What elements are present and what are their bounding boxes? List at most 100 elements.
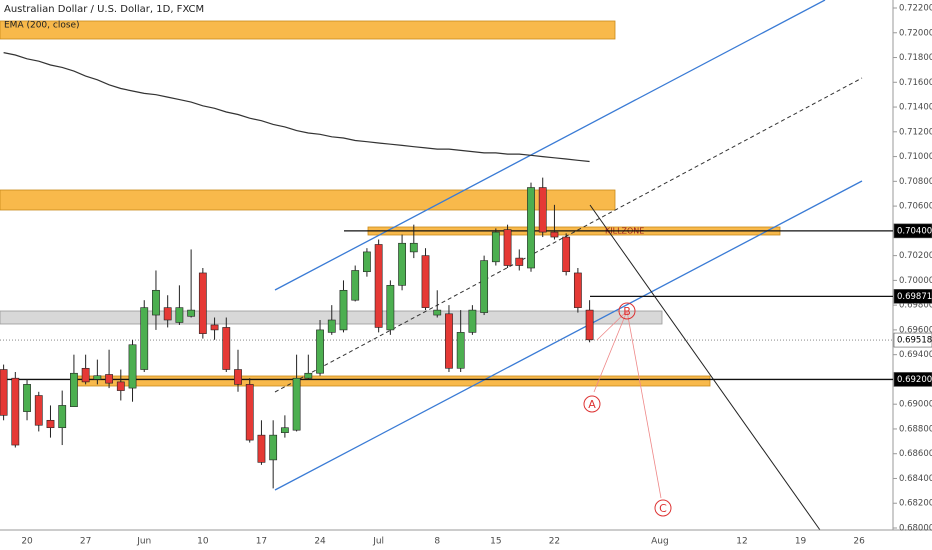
price-label-box <box>893 289 932 304</box>
candle-body <box>198 272 207 334</box>
chart-title: Australian Dollar / U.S. Dollar, 1D, FXC… <box>4 4 204 15</box>
candle-body <box>468 309 477 333</box>
wave-label: A <box>588 398 596 411</box>
y-tick-label: 0.72200 <box>899 4 932 14</box>
price-label-box <box>893 332 932 348</box>
candle-body <box>409 242 418 253</box>
candle-body <box>515 257 524 266</box>
y-tick-label: 0.68800 <box>899 424 932 434</box>
y-tick-label: 0.71000 <box>899 152 932 162</box>
y-tick-label: 0.71600 <box>899 78 932 88</box>
wave-marker <box>583 395 601 413</box>
candle-body <box>163 307 172 321</box>
wave-label: C <box>659 502 667 515</box>
price-label: 0.69518 <box>897 336 932 346</box>
candle-body <box>11 377 20 446</box>
candle-body <box>304 372 313 379</box>
x-tick-label: Jul <box>372 537 384 547</box>
y-tick-label: 0.69000 <box>899 400 932 410</box>
y-tick-label: 0.68200 <box>899 499 932 509</box>
wave-label: B <box>623 305 631 318</box>
y-tick-label: 0.70000 <box>899 276 932 286</box>
candle-body <box>0 369 8 416</box>
price-label: 0.69200 <box>897 375 932 385</box>
candle-body <box>573 272 582 308</box>
wave-marker <box>618 302 636 320</box>
x-tick-label: 8 <box>434 537 440 547</box>
y-tick-label: 0.69400 <box>899 350 932 360</box>
candle-body <box>269 434 278 461</box>
price-label: 0.69871 <box>897 292 932 302</box>
candle-body <box>70 372 78 407</box>
y-tick-label: 0.71800 <box>899 53 932 63</box>
candle-body <box>386 285 395 331</box>
x-tick-label: 26 <box>853 537 865 547</box>
candle-body <box>140 307 149 370</box>
x-tick-label: Jun <box>136 537 151 547</box>
y-tick-label: 0.70200 <box>899 251 932 261</box>
x-tick-label: 19 <box>795 537 807 547</box>
candle-body <box>93 375 102 380</box>
candle-body <box>175 307 184 323</box>
x-tick-label: 24 <box>314 537 326 547</box>
candle-body <box>445 313 453 369</box>
y-tick-label: 0.70600 <box>899 202 932 212</box>
x-tick-label: 17 <box>256 537 267 547</box>
wave-marker <box>654 499 672 517</box>
x-tick-label: 27 <box>80 537 91 547</box>
candle-body <box>562 236 571 273</box>
candle-body <box>245 384 254 441</box>
candle-body <box>538 187 547 233</box>
candle-body <box>480 260 489 313</box>
x-tick-label: 10 <box>197 537 209 547</box>
ema-line <box>3 52 590 163</box>
y-tick-label: 0.69600 <box>899 325 932 335</box>
price-label-box <box>893 372 932 387</box>
candle-body <box>550 231 559 238</box>
y-tick-label: 0.68000 <box>899 524 932 534</box>
candle-body <box>152 289 160 316</box>
candle-body <box>105 374 113 384</box>
candle-body <box>491 231 500 263</box>
x-tick-label: 22 <box>549 537 560 547</box>
y-tick-label: 0.71400 <box>899 103 932 113</box>
candle-body <box>433 309 442 316</box>
candle-body <box>292 377 301 431</box>
legend-ema: EMA (200, close) <box>4 21 80 31</box>
drawings <box>0 0 863 531</box>
candle-body <box>257 434 266 463</box>
projection-lines <box>593 310 662 499</box>
price-label: 0.70400 <box>897 226 932 236</box>
candle-body <box>128 344 137 389</box>
channel-lower <box>274 180 863 491</box>
y-tick-label: 0.68600 <box>899 449 932 459</box>
trend-line <box>589 204 821 531</box>
channel-mid <box>274 77 863 393</box>
candle-body <box>58 405 67 429</box>
candle-body <box>503 229 512 266</box>
x-tick-label: 12 <box>736 537 747 547</box>
candle-body <box>23 384 31 412</box>
y-tick-label: 0.72000 <box>899 28 932 38</box>
supply-zone <box>0 189 616 211</box>
candle-body <box>81 367 90 383</box>
candle-body <box>187 309 196 317</box>
candle-body <box>46 419 55 429</box>
x-tick-label: 15 <box>490 537 501 547</box>
y-tick-label: 0.71200 <box>899 127 932 137</box>
candle-body <box>316 329 324 374</box>
demand-zone <box>74 375 711 387</box>
candle-body <box>456 332 465 369</box>
candle-body <box>374 244 383 328</box>
y-tick-label: 0.70800 <box>899 177 932 187</box>
candle-body <box>398 242 406 286</box>
candle-body <box>363 251 371 273</box>
supply-zone <box>0 20 616 40</box>
candle-body <box>585 309 594 341</box>
x-tick-label: Aug <box>651 537 669 547</box>
y-tick-label: 0.68400 <box>899 474 932 484</box>
candle-body <box>116 381 125 391</box>
candle-body <box>527 187 535 269</box>
candle-body <box>327 319 336 333</box>
